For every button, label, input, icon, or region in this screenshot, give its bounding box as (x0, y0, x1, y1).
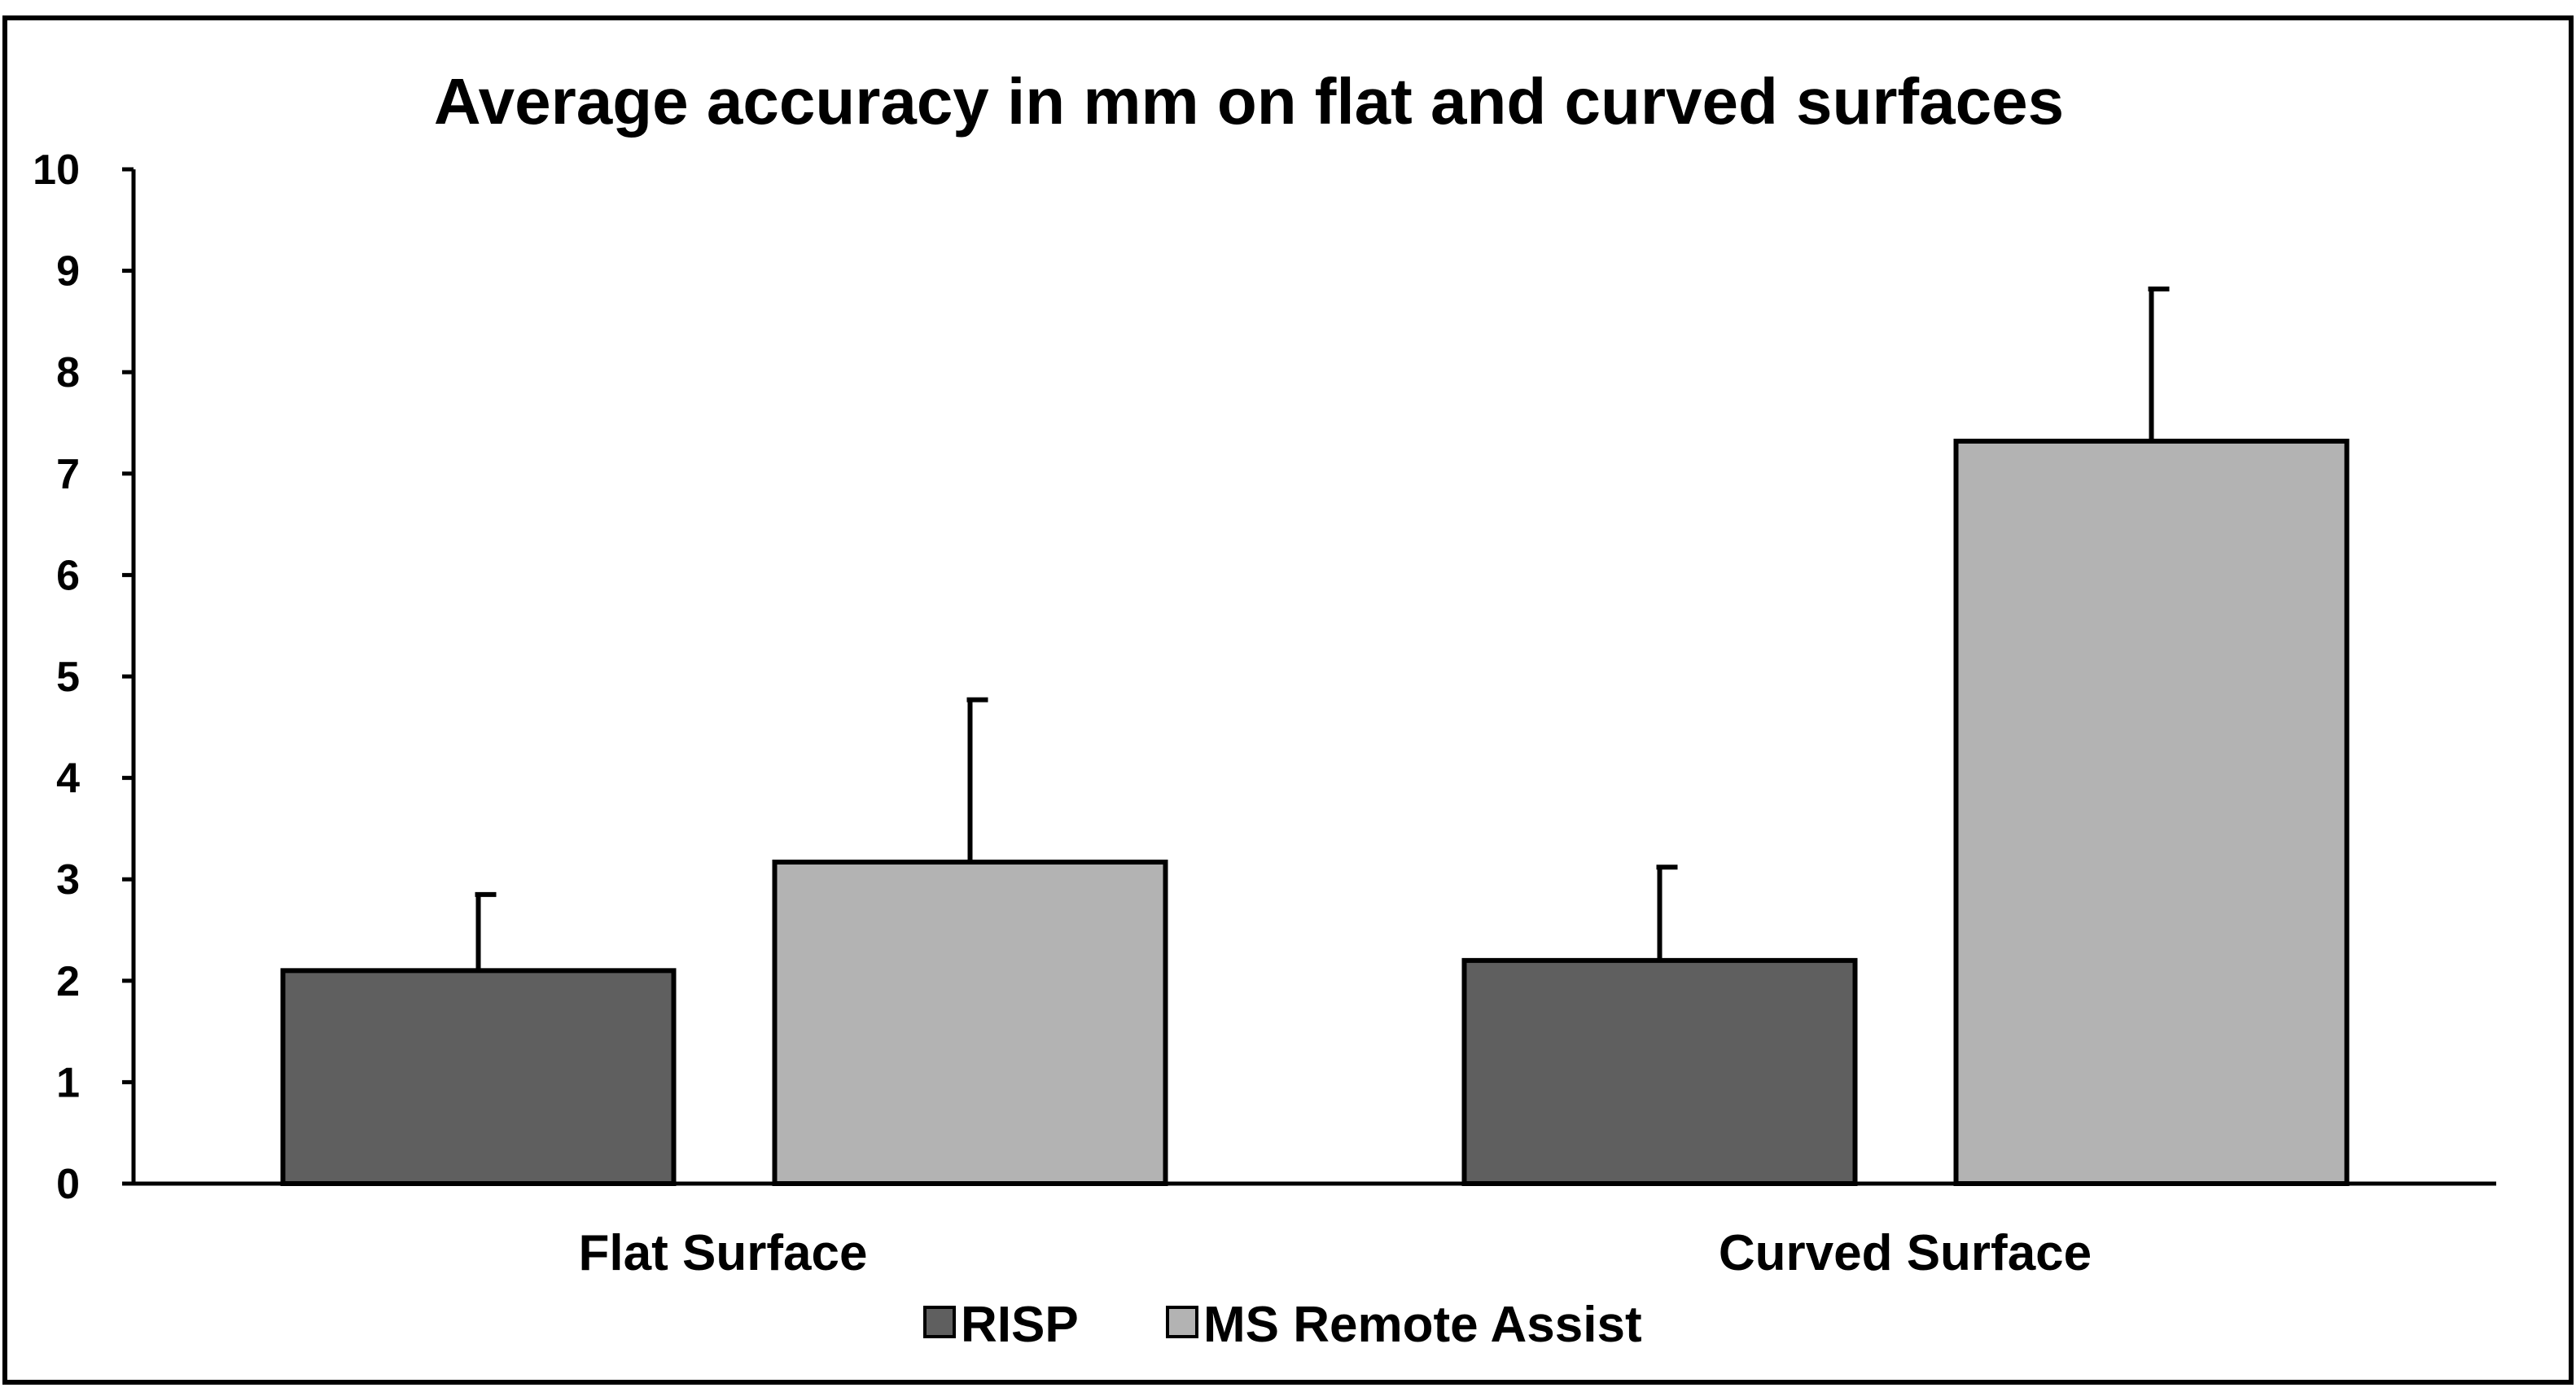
bar-ms-remote-assist-flat-surface (772, 860, 1168, 1186)
y-tick-label-3: 3 (56, 856, 80, 904)
y-tick-label-5: 5 (56, 654, 80, 701)
y-tick-label-2: 2 (56, 958, 80, 1005)
error-bars (475, 287, 2170, 971)
bars (280, 438, 2350, 1186)
bar-risp-flat-surface (280, 968, 677, 1186)
category-label-curved-surface: Curved Surface (1719, 1225, 2092, 1281)
chart-title: Average accuracy in mm on flat and curve… (434, 65, 2064, 138)
legend-swatch-risp (923, 1306, 956, 1338)
y-axis-ticks: 0 1 2 3 4 5 6 7 8 9 10 (33, 147, 134, 1208)
legend-label-risp: RISP (961, 1297, 1079, 1353)
y-tick-label-9: 9 (56, 248, 80, 295)
bar-risp-curved-surface (1461, 957, 1858, 1186)
y-tick-label-0: 0 (56, 1161, 80, 1208)
y-tick-label-6: 6 (56, 552, 80, 599)
legend-swatch-ms-remote-assist (1166, 1306, 1198, 1338)
y-tick-label-8: 8 (56, 349, 80, 396)
y-tick-label-4: 4 (56, 755, 80, 803)
bar-ms-remote-assist-curved-surface (1953, 438, 2350, 1186)
category-label-flat-surface: Flat Surface (579, 1225, 868, 1281)
y-tick-label-10: 10 (33, 147, 80, 194)
legend: RISP MS Remote Assist (923, 1297, 1642, 1353)
y-tick-label-7: 7 (56, 451, 80, 498)
y-tick-label-1: 1 (56, 1059, 80, 1106)
legend-label-ms-remote-assist: MS Remote Assist (1203, 1297, 1642, 1353)
